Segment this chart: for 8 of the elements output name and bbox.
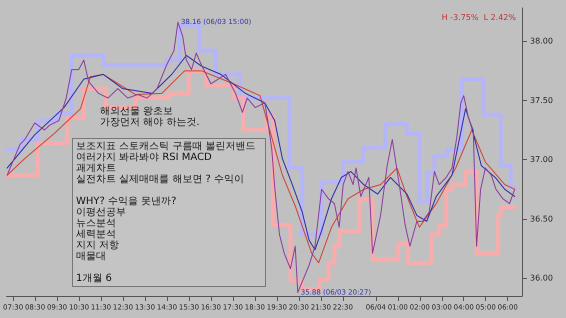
- y-tick-label: 37.50: [530, 96, 553, 105]
- annotation: 해외선물 왕초보 가장먼저 해야 하는것.: [100, 106, 200, 128]
- y-tick-label: 38.00: [530, 36, 553, 46]
- y-tick-label: 37.00: [530, 155, 553, 164]
- annotation: H -3.75% L 2.42%: [442, 13, 516, 22]
- y-tick-label: 36.00: [530, 274, 553, 283]
- y-tick-label: 36.50: [530, 214, 553, 224]
- text: 보조지표 스토캐스틱 구름때 볼린저밴드 여러가지 봐라봐야 RSI MACD 괘게차트 실전차트 실제매매를 해보면 ? 수익이 WHY? 수익을 못낸까? 이평선공부 뉴스분석 세력분석 지지 저항 매물대 1개월 6: [76, 141, 256, 284]
